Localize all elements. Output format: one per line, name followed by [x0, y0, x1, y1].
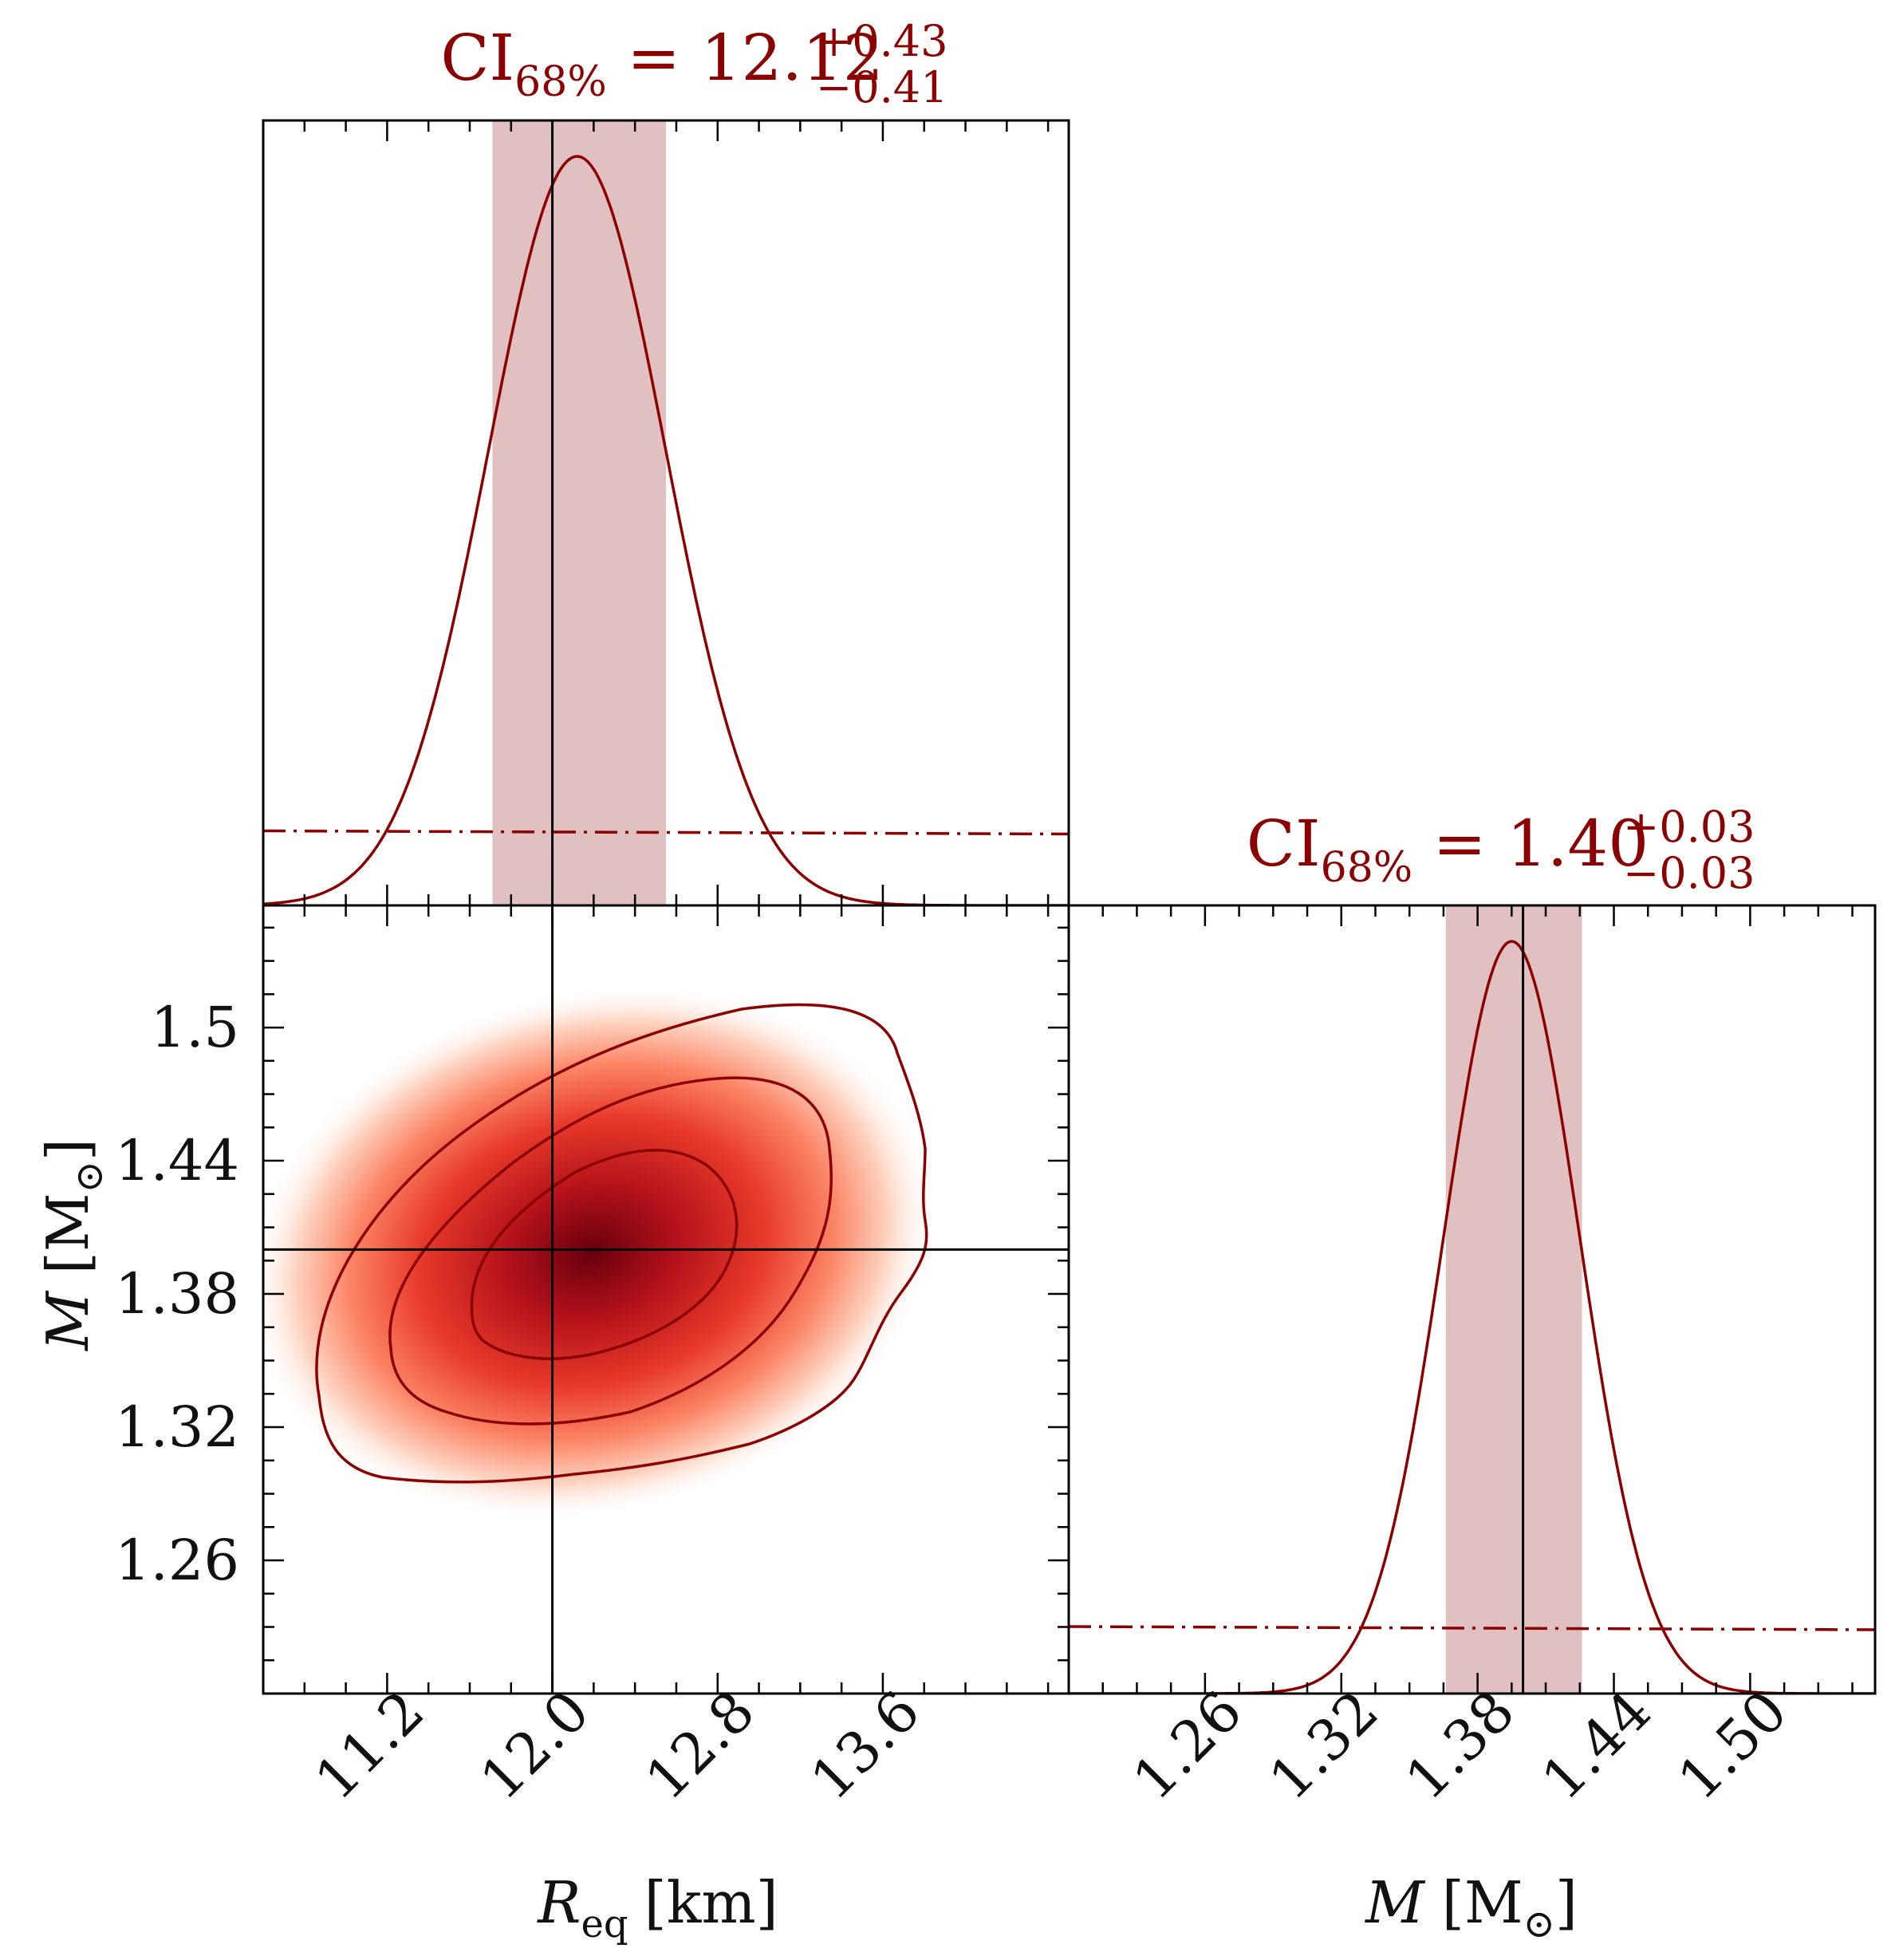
mass-axis-title: M [M⊙]: [1364, 1869, 1578, 1946]
mass-y-tick-label: 1.5: [151, 995, 239, 1060]
joint-density: [263, 983, 939, 1522]
joint-panel: [262, 904, 1070, 1695]
mass-y-tick-label: 1.38: [115, 1261, 239, 1327]
radius-x-tick-label: 12.0: [467, 1678, 601, 1812]
radius-x-tick-label: 12.8: [633, 1678, 767, 1812]
mass-y-axis-title: M[M⊙]: [34, 1138, 112, 1352]
radius-x-tick-label: 11.2: [302, 1678, 436, 1812]
mass-prior-line: [1069, 1625, 1875, 1631]
mass-ci-minus: −0.03: [1623, 848, 1755, 898]
radius-ci-minus: −0.41: [816, 62, 948, 112]
radius-prior-line: [263, 829, 1069, 836]
joint-contour-middle: [388, 1076, 833, 1426]
mass-marginal-panel: CI68% = 1.40 +0.03 −0.03: [1067, 802, 1877, 1695]
radius-marginal-ticks: [262, 120, 1050, 905]
radius-x-tick-labels: 11.2 12.0 12.8 13.6: [302, 1678, 932, 1812]
mass-y-tick-label: 1.32: [115, 1394, 239, 1460]
mass-ci-plus: +0.03: [1623, 802, 1755, 852]
mass-ci-band: [1445, 905, 1582, 1694]
mass-y-tick-labels: 1.26 1.32 1.38 1.44 1.5: [115, 995, 239, 1593]
mass-x-tick-label: 1.50: [1665, 1678, 1799, 1812]
radius-ci-band: [492, 120, 666, 905]
mass-posterior-curve: [1069, 940, 1875, 1694]
radius-marginal-panel: CI68% = 12.12 +0.43 −0.41: [262, 16, 1070, 907]
mass-x-tick-label: 1.32: [1257, 1678, 1391, 1812]
mass-y-tick-label: 1.44: [115, 1128, 239, 1193]
radius-axis-title: Req [km]: [536, 1869, 778, 1946]
joint-ticks: [262, 905, 1069, 1695]
mass-x-tick-label: 1.26: [1121, 1678, 1255, 1812]
mass-x-tick-label: 1.38: [1393, 1678, 1527, 1812]
mass-ci-title: CI68% = 1.40: [1247, 806, 1649, 892]
mass-x-tick-label: 1.44: [1529, 1678, 1663, 1812]
radius-ci-plus: +0.43: [816, 16, 948, 66]
radius-x-tick-label: 13.6: [798, 1678, 932, 1812]
mass-marginal-frame: [1067, 904, 1877, 1695]
mass-marginal-ticks: [1067, 905, 1854, 1694]
mass-y-tick-label: 1.26: [115, 1528, 239, 1593]
mass-x-tick-labels: 1.26 1.32 1.38 1.44 1.50: [1121, 1678, 1800, 1812]
radius-ci-title: CI68% = 12.12: [440, 21, 883, 106]
